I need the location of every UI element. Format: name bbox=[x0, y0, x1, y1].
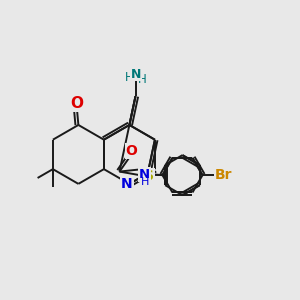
Text: N: N bbox=[121, 177, 133, 191]
Text: O: O bbox=[125, 144, 137, 158]
Text: H: H bbox=[141, 177, 149, 187]
Text: Br: Br bbox=[215, 168, 233, 182]
Text: N: N bbox=[131, 68, 141, 81]
Text: H: H bbox=[125, 71, 134, 84]
Text: S: S bbox=[144, 169, 154, 183]
Text: N: N bbox=[139, 168, 150, 181]
Text: O: O bbox=[70, 96, 83, 111]
Text: H: H bbox=[138, 74, 146, 86]
